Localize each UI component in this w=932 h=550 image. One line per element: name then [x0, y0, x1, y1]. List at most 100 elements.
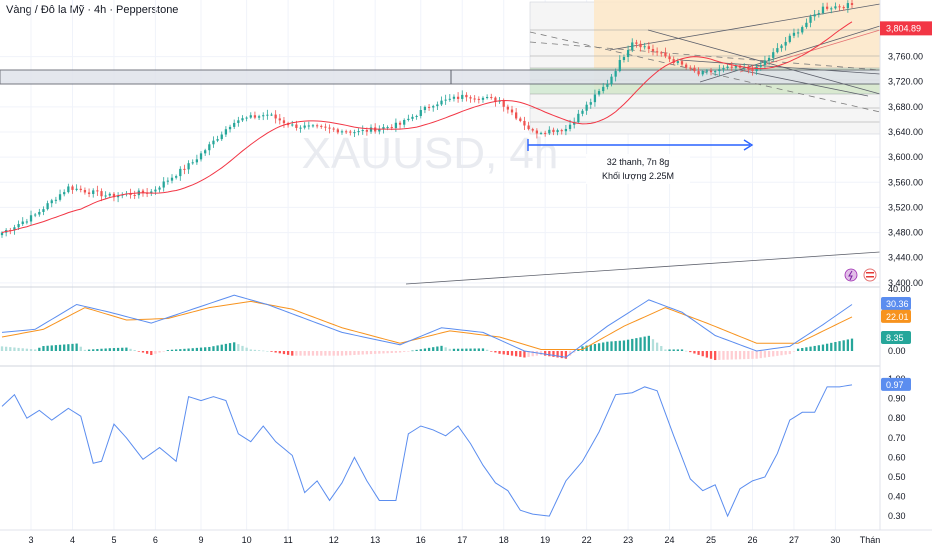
macd-histogram-bar [597, 343, 601, 351]
us-flag-stripe [866, 276, 874, 278]
macd-histogram-bar [440, 345, 443, 351]
macd-value-tag: 30.36 [886, 299, 909, 309]
candle-down [510, 109, 514, 113]
candle-up [485, 97, 489, 99]
macd-histogram-bar [328, 351, 331, 356]
macd-histogram-bar [419, 349, 422, 351]
macd-histogram-bar [510, 351, 514, 356]
macd-histogram-bar [556, 351, 559, 358]
macd-histogram-bar [784, 351, 787, 355]
macd-histogram-bar [154, 351, 157, 354]
macd-histogram-bar [747, 351, 750, 360]
candle-down [183, 168, 186, 170]
macd-histogram-bar [676, 349, 679, 351]
candle-up [643, 46, 646, 48]
macd-histogram-bar [249, 349, 252, 351]
candle-up [722, 68, 725, 70]
candle-up [573, 122, 576, 125]
candle-up [568, 124, 572, 129]
macd-histogram-bar [216, 345, 219, 351]
candle-down [639, 43, 642, 48]
macd-histogram-bar [386, 351, 389, 354]
macd-histogram-bar [87, 349, 91, 351]
macd-histogram-bar [817, 345, 820, 351]
macd-histogram-bar [523, 351, 526, 358]
candle-down [469, 97, 472, 99]
macd-histogram-bar [166, 350, 169, 351]
candle-up [175, 176, 178, 178]
candle-down [672, 59, 675, 63]
candle-up [581, 110, 584, 114]
macd-histogram-bar [726, 351, 729, 360]
macd-histogram-bar [137, 351, 140, 352]
macd-histogram-bar [473, 348, 476, 351]
candle-up [759, 64, 762, 67]
candle-down [825, 6, 829, 9]
candle-down [560, 130, 563, 132]
macd-histogram-bar [651, 339, 655, 351]
candle-up [67, 186, 70, 193]
candle-up [614, 71, 617, 77]
time-tick-label: 23 [623, 535, 633, 545]
candle-up [597, 91, 601, 95]
macd-histogram-bar [25, 348, 29, 351]
candle-up [270, 114, 273, 116]
candle-up [262, 115, 265, 117]
chart-title: Vàng / Đô la Mỹ · 4h · Pepperstone [6, 4, 179, 16]
candle-down [129, 193, 132, 196]
candle-down [477, 98, 480, 100]
candle-up [423, 106, 427, 111]
candle-up [440, 100, 443, 105]
time-tick-label: 5 [111, 535, 116, 545]
macd-tick-label: 0.00 [888, 346, 906, 356]
candle-up [830, 8, 833, 10]
candle-up [29, 215, 33, 222]
candle-up [846, 3, 849, 9]
candle-down [398, 122, 402, 125]
candle-down [71, 186, 74, 190]
candle-up [299, 127, 302, 129]
macd-histogram-bar [660, 346, 663, 351]
macd-histogram-bar [564, 351, 568, 359]
candle-up [593, 94, 597, 103]
macd-histogram-bar [262, 350, 265, 352]
candle-up [54, 199, 58, 201]
candle-up [705, 70, 709, 72]
macd-histogram-bar [801, 347, 804, 351]
candle-up [436, 104, 439, 107]
time-tick-label: 24 [665, 535, 675, 545]
macd-histogram-bar [825, 343, 829, 351]
macd-histogram-bar [589, 344, 592, 351]
candle-up [564, 128, 568, 132]
macd-histogram-bar [266, 351, 269, 352]
oscillator-tick-label: 0.70 [888, 433, 906, 443]
last-price-label: 3,804.89 [886, 23, 921, 33]
macd-histogram-bar [257, 350, 261, 351]
candle-down [685, 64, 688, 68]
oscillator-value-tag-bg [881, 377, 911, 391]
macd-histogram-bar [303, 351, 306, 356]
macd-histogram-bar [104, 348, 107, 351]
macd-histogram-bar [560, 351, 563, 359]
candle-down [693, 67, 696, 72]
candle-up [626, 50, 630, 57]
candle-down [112, 193, 116, 198]
price-tick-label: 3,440.00 [888, 253, 923, 263]
macd-histogram-bar [71, 343, 74, 351]
candle-down [133, 195, 136, 197]
candle-up [763, 60, 767, 65]
candle-up [212, 140, 215, 145]
macd-histogram-bar [54, 345, 58, 351]
macd-histogram-bar [345, 351, 348, 356]
macd-histogram-bar [183, 348, 186, 351]
candle-up [50, 200, 53, 204]
candle-down [336, 129, 339, 133]
trend-line-dashed [529, 31, 881, 113]
macd-histogram-bar [834, 342, 837, 351]
candle-down [523, 120, 526, 126]
oscillator-value-tag: 0.97 [886, 380, 904, 390]
macd-histogram-bar [655, 342, 659, 351]
candle-up [834, 6, 837, 9]
candle-up [539, 132, 543, 134]
